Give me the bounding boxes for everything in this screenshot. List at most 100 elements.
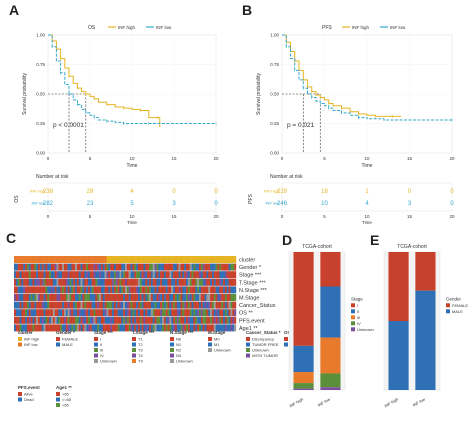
heatmap-cell: [54, 278, 57, 286]
heatmap-cell: [36, 316, 39, 324]
heatmap-cell: [171, 294, 174, 301]
heatmap-cell: [228, 294, 231, 301]
a-risk-xtick: 15: [171, 214, 177, 219]
heatmap-cell: [19, 316, 22, 324]
heatmap-cell: [180, 271, 183, 279]
legend-group-title: PFS.event: [18, 385, 40, 390]
heatmap-cell: [154, 309, 157, 317]
heatmap-cell: [136, 309, 139, 317]
heatmap-cell: [169, 324, 172, 332]
heatmap-cell: [208, 256, 211, 263]
heatmap-cell: [187, 324, 190, 332]
heatmap-cell: [113, 309, 116, 317]
heatmap-cell: [54, 301, 57, 309]
legend-item-label: M1: [214, 342, 220, 347]
legend-item-label: INF low: [24, 342, 38, 347]
heatmap-cell: [21, 294, 24, 301]
heatmap-cell: [163, 271, 166, 279]
heatmap-cell: [97, 309, 100, 317]
heatmap-cell: [182, 263, 185, 271]
heatmap-cell: [210, 286, 213, 294]
heatmap-cell: [165, 294, 168, 301]
heatmap-cell: [97, 278, 100, 286]
heatmap-cell: [63, 324, 66, 332]
a-ytick-label: 0.75: [36, 62, 45, 67]
d-bar-segment: [293, 383, 314, 389]
heatmap-cell: [65, 263, 68, 271]
heatmap-cell: [102, 324, 105, 332]
heatmap-cell: [89, 263, 92, 271]
legend-item-label: III: [100, 348, 103, 353]
heatmap-cell: [128, 278, 131, 286]
heatmap-cell: [204, 278, 207, 286]
heatmap-cell: [60, 309, 63, 317]
heatmap-cell: [43, 271, 46, 279]
heatmap-cell: [26, 294, 29, 301]
heatmap-cell: [62, 294, 65, 301]
heatmap-cell: [200, 278, 203, 286]
heatmap-cell: [88, 301, 91, 309]
heatmap-cell: [226, 309, 229, 317]
heatmap-cell: [156, 278, 159, 286]
legend-item-label: <=65: [62, 397, 72, 402]
heatmap-cell: [115, 278, 118, 286]
heatmap-cell: [173, 301, 176, 309]
heatmap-cell: [139, 256, 142, 263]
d-xtick-label: INF low: [317, 396, 331, 407]
heatmap-cell: [202, 294, 205, 301]
heatmap-cell: [80, 324, 83, 332]
heatmap-cell: [132, 271, 135, 279]
heatmap-cell: [91, 316, 94, 324]
heatmap-cell: [38, 316, 41, 324]
heatmap-cell: [173, 278, 176, 286]
heatmap-cell: [100, 278, 103, 286]
heatmap-cell: [51, 286, 54, 294]
heatmap-cell: [167, 278, 170, 286]
heatmap-cell: [152, 271, 155, 279]
heatmap-cell: [165, 271, 168, 279]
heatmap-cell: [119, 301, 122, 309]
heatmap-cell: [23, 263, 26, 271]
heatmap-cell: [149, 256, 152, 263]
heatmap-cell: [169, 316, 172, 324]
legend-swatch: [208, 348, 212, 352]
heatmap-cell: [126, 294, 129, 301]
a-risk-value: 5: [130, 201, 134, 207]
heatmap-cell: [206, 316, 209, 324]
heatmap-cell: [145, 263, 148, 271]
heatmap-cell: [219, 278, 222, 286]
heatmap-cell: [232, 309, 235, 317]
heatmap-cell: [126, 309, 129, 317]
heatmap-cell: [99, 301, 102, 309]
heatmap-cell: [41, 324, 44, 332]
heatmap-cell: [158, 278, 161, 286]
e-bar-segment: [415, 290, 436, 390]
heatmap-cell: [113, 271, 116, 279]
heatmap-cell: [119, 263, 122, 271]
heatmap-cell: [191, 294, 194, 301]
heatmap-cell: [134, 301, 137, 309]
panel-letter-d: D: [282, 232, 293, 248]
heatmap-cell: [171, 324, 174, 332]
legend-swatch: [94, 359, 98, 363]
heatmap-cell: [17, 309, 20, 317]
heatmap-cell: [169, 263, 172, 271]
heatmap-cell: [178, 294, 181, 301]
heatmap-cell: [38, 263, 41, 271]
heatmap-cell: [193, 301, 196, 309]
heatmap-cell: [134, 263, 137, 271]
heatmap-cell: [163, 301, 166, 309]
heatmap-cell: [149, 286, 152, 294]
heatmap-cell: [173, 286, 176, 294]
heatmap-cell: [45, 271, 48, 279]
heatmap-cell: [80, 256, 83, 263]
heatmap-cell: [15, 294, 18, 301]
heatmap-cell: [152, 278, 155, 286]
heatmap-cell: [28, 286, 31, 294]
heatmap-cell: [206, 286, 209, 294]
heatmap-cell: [223, 301, 226, 309]
heatmap-cell: [147, 316, 150, 324]
heatmap-cell: [160, 301, 163, 309]
heatmap-cell: [176, 286, 179, 294]
heatmap-cell: [45, 301, 48, 309]
